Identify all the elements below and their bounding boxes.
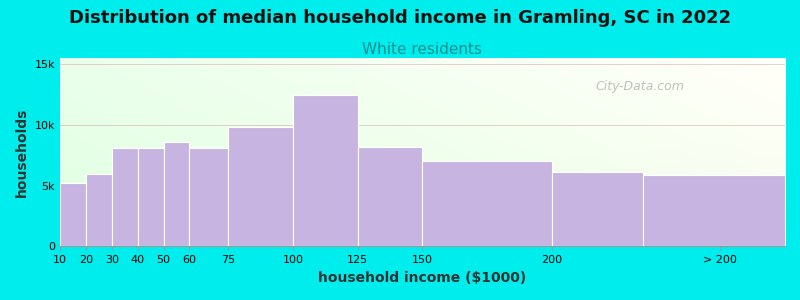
Bar bbox=[60, 183, 86, 246]
Bar bbox=[293, 94, 358, 246]
Bar bbox=[138, 148, 163, 246]
Bar bbox=[642, 175, 785, 246]
Bar bbox=[358, 147, 422, 246]
Bar bbox=[228, 128, 293, 246]
Bar bbox=[190, 148, 228, 246]
Bar bbox=[86, 173, 112, 246]
Text: Distribution of median household income in Gramling, SC in 2022: Distribution of median household income … bbox=[69, 9, 731, 27]
Bar bbox=[552, 172, 642, 246]
X-axis label: household income ($1000): household income ($1000) bbox=[318, 271, 526, 285]
Bar bbox=[112, 148, 138, 246]
Y-axis label: households: households bbox=[15, 108, 29, 197]
Bar bbox=[422, 161, 552, 246]
Bar bbox=[163, 142, 190, 246]
Title: White residents: White residents bbox=[362, 42, 482, 57]
Text: City-Data.com: City-Data.com bbox=[595, 80, 685, 93]
